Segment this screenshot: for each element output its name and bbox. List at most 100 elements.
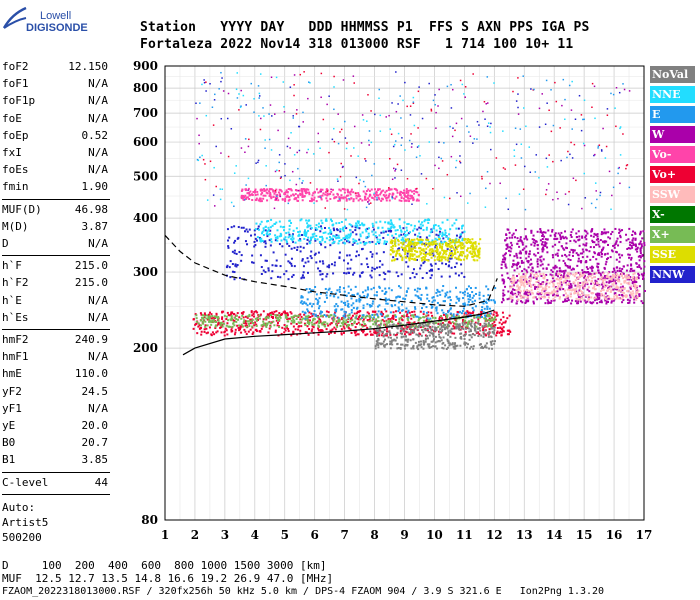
echo-point-sse <box>405 239 408 242</box>
echo-point-nne <box>419 239 422 242</box>
echo-point-ssw <box>518 286 521 289</box>
echo-point-e <box>328 315 331 318</box>
echo-point-e <box>464 304 467 307</box>
echo-point-vo <box>373 193 376 196</box>
echo-point-x <box>400 316 403 319</box>
echo-point-vo <box>345 324 348 327</box>
echo-point-ssw <box>512 280 515 283</box>
echo-point-w <box>554 235 557 238</box>
echo-point-noise <box>432 188 434 190</box>
echo-point-nne <box>422 229 425 232</box>
echo-point-ssw <box>517 273 520 276</box>
echo-point-w <box>637 276 640 279</box>
echo-point-nne <box>297 239 300 242</box>
echo-point-nnw <box>419 236 422 239</box>
echo-point-vo <box>317 316 320 319</box>
echo-point-noval <box>473 334 476 337</box>
echo-point-vo <box>260 200 263 203</box>
echo-point-nne <box>363 242 366 245</box>
echo-point-vo <box>404 199 407 202</box>
echo-point-w <box>616 237 619 240</box>
echo-point-vo <box>260 188 263 191</box>
echo-point-nnw <box>293 246 296 249</box>
echo-point-w <box>572 268 575 271</box>
echo-point-vo <box>251 314 254 317</box>
echo-point-w <box>501 274 504 277</box>
echo-point-sse <box>455 248 458 251</box>
echo-point-vo <box>256 193 259 196</box>
echo-point-ssw <box>587 298 590 301</box>
echo-point-w <box>641 254 644 257</box>
echo-point-w <box>527 294 530 297</box>
echo-point-noise <box>529 171 532 174</box>
echo-point-x <box>240 317 243 320</box>
echo-point-w <box>580 261 583 264</box>
echo-point-e <box>383 316 386 319</box>
echo-point-ssw <box>521 281 524 284</box>
echo-point-nne <box>372 233 375 236</box>
echo-point-w <box>520 300 523 303</box>
echo-point-vo <box>357 195 360 198</box>
echo-point-vo <box>428 322 431 325</box>
echo-point-nnw <box>227 246 230 249</box>
echo-point-noise <box>571 128 573 130</box>
echo-point-nne <box>421 221 424 224</box>
echo-point-nnw <box>291 233 294 236</box>
echo-point-noise <box>219 188 222 190</box>
echo-point-e <box>308 302 311 305</box>
echo-point-vo <box>271 311 274 314</box>
echo-point-nne <box>372 224 375 227</box>
echo-point-ssw <box>573 288 576 291</box>
echo-point-nnw <box>376 266 379 269</box>
echo-point-vo <box>407 197 410 200</box>
echo-point-noise <box>594 206 597 209</box>
echo-point-vo <box>341 317 344 320</box>
echo-point-vo <box>296 333 299 336</box>
echo-point-sse <box>420 238 423 241</box>
echo-point-noval <box>457 324 460 327</box>
param-value: 24.5 <box>81 384 109 398</box>
echo-point-sse <box>447 244 450 247</box>
echo-point-sse <box>420 252 423 255</box>
echo-point-nne <box>262 229 265 232</box>
echo-point-sse <box>462 247 465 250</box>
echo-point-vo <box>283 327 286 330</box>
echo-point-nnw <box>233 278 236 281</box>
echo-point-vo <box>341 187 344 190</box>
echo-point-w <box>617 279 620 282</box>
echo-point-noval <box>434 326 437 329</box>
echo-point-vo <box>400 328 403 331</box>
echo-point-w <box>605 260 608 263</box>
echo-point-vo <box>345 199 348 202</box>
echo-point-w <box>634 232 637 235</box>
echo-point-w <box>505 266 508 269</box>
echo-point-vo <box>313 190 316 193</box>
echo-point-nne <box>325 237 328 240</box>
echo-point-nne <box>283 229 286 232</box>
echo-point-vo <box>356 310 359 313</box>
echo-point-vo <box>243 322 246 325</box>
echo-point-w <box>510 247 513 250</box>
echo-point-w <box>593 241 596 244</box>
echo-point-x <box>439 315 442 318</box>
echo-point-w <box>536 247 539 250</box>
echo-point-sse <box>404 238 407 241</box>
echo-point-vo <box>259 200 262 203</box>
echo-point-e <box>350 304 353 307</box>
echo-point-noval <box>445 326 448 329</box>
echo-point-w <box>586 276 589 279</box>
echo-point-noval <box>435 329 438 332</box>
echo-point-w <box>507 276 510 279</box>
echo-point-vo <box>409 333 412 336</box>
echo-point-ssw <box>615 275 618 278</box>
echo-point-ssw <box>626 273 629 276</box>
echo-point-noval <box>446 346 449 349</box>
echo-point-w <box>522 273 525 276</box>
echo-point-noval <box>482 335 485 338</box>
echo-point-w <box>577 296 580 299</box>
echo-point-noval <box>396 342 399 345</box>
echo-point-vo <box>460 326 463 329</box>
echo-point-nnw <box>296 246 299 249</box>
echo-point-e <box>329 294 332 297</box>
echo-point-vo <box>192 327 195 330</box>
